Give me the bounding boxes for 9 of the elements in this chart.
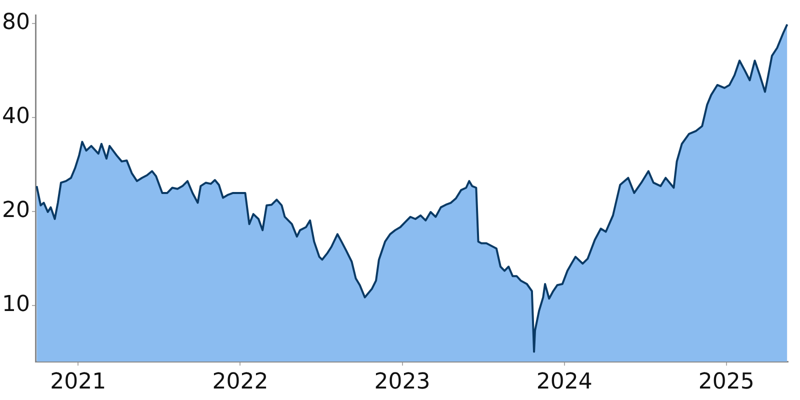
y-tick-label: 80 xyxy=(2,10,30,36)
x-tick-label: 2024 xyxy=(536,370,592,395)
x-tick-label: 2022 xyxy=(212,370,268,395)
x-tick-label: 2025 xyxy=(698,370,754,395)
y-tick-label: 40 xyxy=(2,104,30,130)
y-tick-label: 20 xyxy=(2,198,30,224)
y-tick-label: 10 xyxy=(2,292,30,317)
x-tick-label: 2021 xyxy=(50,370,106,395)
x-tick-label: 2023 xyxy=(374,370,430,395)
